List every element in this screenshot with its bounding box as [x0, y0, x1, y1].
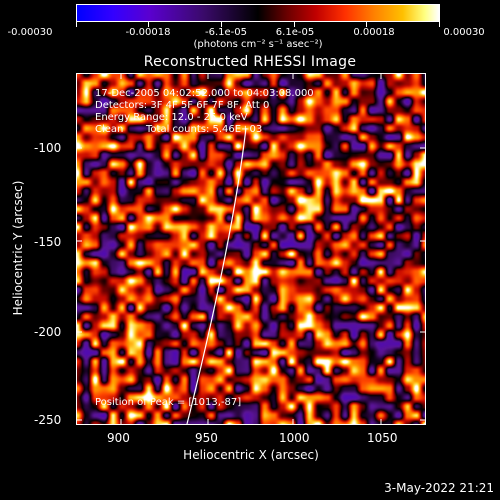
colorbar-tick-label: 6.1e-05 [275, 27, 315, 38]
colorbar [76, 4, 440, 22]
x-tick-label: 900 [107, 431, 130, 445]
colorbar-tick [294, 22, 295, 27]
y-tick-label: -150 [34, 235, 62, 249]
timestamp: 3-May-2022 21:21 [384, 481, 494, 495]
method-text: Clean [95, 124, 124, 135]
time-range-text: 17-Dec-2005 04:02:52.000 to 04:03:08.000 [95, 88, 314, 99]
colorbar-tick [148, 22, 149, 27]
colorbar-units-label: (photons cm⁻² s⁻¹ asec⁻²) [193, 39, 323, 50]
detectors-text: Detectors: 3F 4F 5F 6F 7F 8F, Att 0 [95, 100, 270, 111]
energy-range-text: Energy Range: 12.0 - 25.0 keV [95, 112, 248, 123]
colorbar-tick-label: -0.00030 [7, 27, 53, 38]
peak-position-text: Position of Peak = [1013,-87] [95, 397, 242, 408]
x-axis-label: Heliocentric X (arcsec) [183, 448, 319, 462]
y-tick-label: -100 [34, 141, 62, 155]
colorbar-tick [439, 22, 440, 27]
colorbar-tick [366, 22, 367, 27]
solar-limb-line [186, 127, 247, 424]
colorbar-tick [221, 22, 222, 27]
reconstructed-image [77, 74, 425, 424]
colorbar-tick-label: 0.00030 [443, 27, 485, 38]
colorbar-tick-label: 0.00018 [353, 27, 395, 38]
x-tick-label: 1000 [279, 431, 310, 445]
total-counts-text: Total counts: 5.46E+03 [146, 124, 263, 135]
image-plot-area [76, 73, 426, 425]
colorbar-tick-label: -6.1e-05 [205, 27, 247, 38]
y-tick-label: -250 [34, 413, 62, 427]
plot-title: Reconstructed RHESSI Image [143, 54, 357, 70]
colorbar-tick-label: -0.00018 [125, 27, 171, 38]
x-tick-label: 1050 [367, 431, 398, 445]
y-tick-label: -200 [34, 325, 62, 339]
colorbar-tick [76, 22, 77, 27]
x-tick-label: 950 [195, 431, 218, 445]
